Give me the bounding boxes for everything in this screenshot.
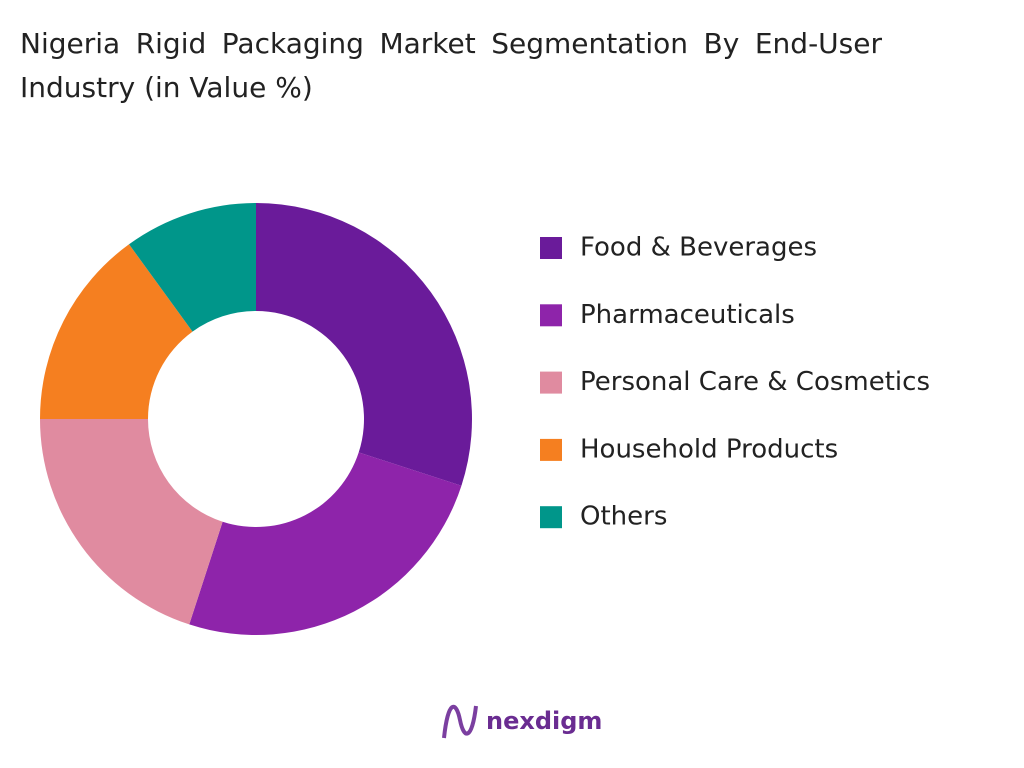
- logo: nexdigm: [442, 704, 602, 739]
- legend-swatch: [540, 237, 562, 259]
- legend-label: Pharmaceuticals: [580, 300, 795, 330]
- legend-label: Others: [580, 502, 667, 532]
- donut-segment: [129, 203, 256, 332]
- legend-swatch: [540, 506, 562, 529]
- legend-label: Household Products: [580, 434, 838, 464]
- legend-swatch: [540, 304, 562, 327]
- donut-segment: [189, 452, 462, 636]
- legend-swatch: [540, 438, 562, 461]
- legend-swatch: [540, 371, 562, 394]
- legend-label: Food & Beverages: [580, 233, 817, 263]
- donut-segment: [40, 244, 193, 419]
- logo-icon: [442, 704, 478, 739]
- donut-segment: [40, 419, 223, 625]
- logo-text: nexdigm: [486, 707, 602, 735]
- donut-segment: [256, 203, 473, 486]
- legend-label: Personal Care & Cosmetics: [580, 367, 930, 397]
- chart-title: Nigeria Rigid Packaging Market Segmentat…: [20, 27, 882, 104]
